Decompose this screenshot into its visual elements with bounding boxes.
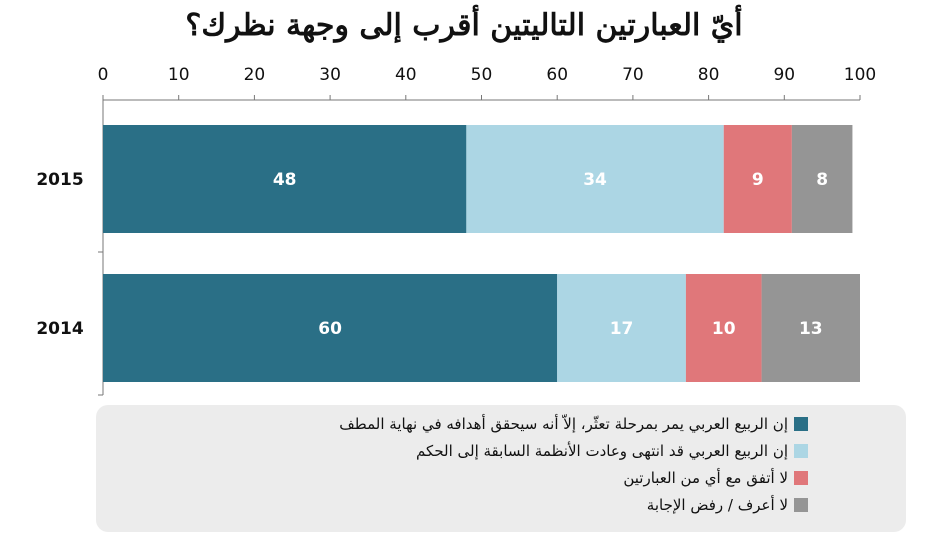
legend-swatch <box>794 443 808 458</box>
x-tick-label: 50 <box>471 65 493 85</box>
legend-item: لا أعرف / رفض الإجابة <box>339 491 808 518</box>
legend-label: لا أتفق مع أي من العبارتين <box>623 468 788 487</box>
legend-label: إن الربيع العربي قد انتهى وعادت الأنظمة … <box>416 441 788 460</box>
chart-title: أيّ العبارتين التاليتين أقرب إلى وجهة نظ… <box>185 8 743 43</box>
legend-item: إن الربيع العربي يمر بمرحلة تعثّر، إلاّ … <box>339 410 808 437</box>
x-tick-label: 10 <box>168 65 190 85</box>
legend-panel <box>96 405 906 532</box>
legend-swatch <box>794 416 808 431</box>
data-label: 9 <box>752 170 764 190</box>
bar-segment <box>761 274 860 382</box>
bar-segment <box>103 125 467 233</box>
x-tick-label: 0 <box>98 65 109 85</box>
x-tick-label: 80 <box>698 65 720 85</box>
data-label: 34 <box>583 170 607 190</box>
x-tick-label: 60 <box>546 65 568 85</box>
category-label: 2015 <box>36 170 83 190</box>
x-tick-label: 40 <box>395 65 417 85</box>
x-tick-label: 70 <box>622 65 644 85</box>
x-tick-label: 30 <box>319 65 341 85</box>
bar-segment <box>723 125 792 233</box>
data-label: 10 <box>712 319 736 339</box>
legend-label: لا أعرف / رفض الإجابة <box>646 495 788 514</box>
x-tick-label: 20 <box>244 65 266 85</box>
bar-segment <box>466 125 724 233</box>
legend-swatch <box>794 497 808 512</box>
stacked-bar-chart: 0 10 20 30 40 50 60 70 80 90 100 2015 48 34 9 8 2014 60 17… <box>36 65 876 396</box>
category-label: 2014 <box>36 319 83 339</box>
bar-segment <box>791 125 853 233</box>
legend-label: إن الربيع العربي يمر بمرحلة تعثّر، إلاّ … <box>339 414 788 433</box>
bar-segment <box>557 274 686 382</box>
legend-swatch <box>794 470 808 485</box>
legend-item: إن الربيع العربي قد انتهى وعادت الأنظمة … <box>339 437 808 464</box>
data-label: 13 <box>799 319 823 339</box>
data-label: 60 <box>318 319 342 339</box>
bar-segment <box>685 274 762 382</box>
data-label: 17 <box>610 319 634 339</box>
x-tick-label: 90 <box>773 65 795 85</box>
data-label: 8 <box>816 170 828 190</box>
legend: إن الربيع العربي يمر بمرحلة تعثّر، إلاّ … <box>339 410 808 518</box>
legend-item: لا أتفق مع أي من العبارتين <box>339 464 808 491</box>
x-tick-label: 100 <box>844 65 876 85</box>
data-label: 48 <box>273 170 297 190</box>
bar-segment <box>103 274 558 382</box>
